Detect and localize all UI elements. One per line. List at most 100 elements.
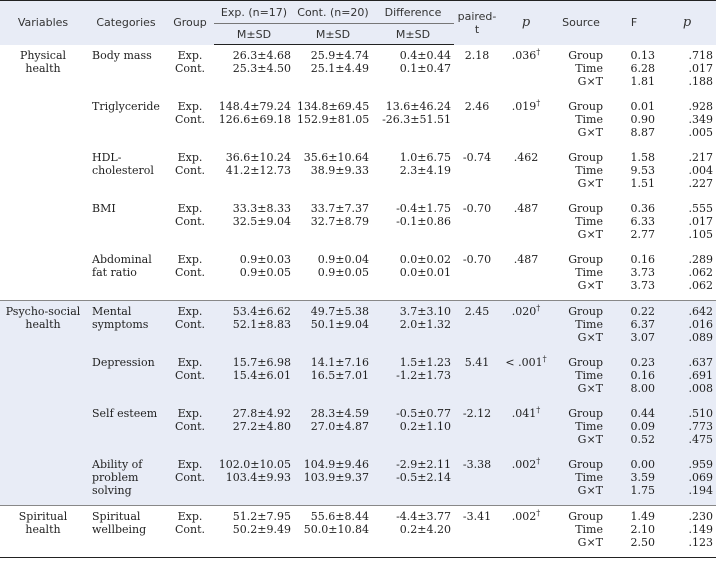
exp-value: 53.4±6.62	[232, 304, 291, 318]
header-cont-msd: M±SD	[294, 23, 372, 45]
variable-text: health	[25, 522, 61, 536]
p2-value: .959	[688, 457, 714, 471]
paired-t-value: -0.70	[462, 252, 492, 266]
exp-cell: 51.2±7.95 50.2±9.49	[214, 505, 294, 558]
f-cell: 1.58 9.53 1.51	[610, 147, 658, 198]
cont-value: 32.7±8.79	[310, 214, 369, 228]
group-label: Cont.	[174, 368, 206, 382]
exp-cell: 0.9±0.03 0.9±0.05	[214, 248, 294, 301]
p2-cell: .928.349.005	[658, 96, 716, 147]
p-value: .041	[511, 406, 537, 420]
group-cell: Exp. Cont.	[166, 505, 214, 558]
f-value: 6.28	[630, 61, 656, 75]
group-label: Cont.	[174, 163, 206, 177]
diff-cell: 1.0±6.75 2.3±4.19	[372, 147, 454, 198]
diff-value: 0.0±0.02	[399, 252, 451, 266]
header-diff-msd: M±SD	[372, 23, 454, 45]
p2-value: .637	[688, 355, 714, 369]
p-cell: .019†	[500, 96, 552, 147]
p2-value: .149	[688, 522, 714, 536]
source-label: Group	[568, 457, 603, 471]
variable-cell	[0, 248, 86, 301]
group-label: Exp.	[177, 252, 203, 266]
significance-dagger: †	[536, 302, 541, 312]
paired-t-cell: 2.46	[454, 96, 500, 147]
source-label: Time	[575, 163, 603, 177]
p2-value: .475	[688, 432, 714, 446]
f-cell: 0.00 3.59 1.75	[610, 453, 658, 506]
f-value: 0.13	[630, 48, 656, 62]
group-label: Cont.	[174, 470, 206, 484]
diff-value: 0.2±4.20	[399, 522, 451, 536]
source-label: G×T	[577, 227, 603, 241]
variable-cell	[0, 453, 86, 506]
p2-value: .349	[688, 112, 714, 126]
category-text: symptoms	[92, 317, 149, 331]
source-label: Group	[568, 252, 603, 266]
diff-value: -0.4±1.75	[396, 201, 451, 215]
p-cell: .041†	[500, 402, 552, 454]
paired-t-cell: -3.38	[454, 453, 500, 506]
exp-cell: 36.6±10.24 41.2±12.73	[214, 147, 294, 198]
header-group: Group	[166, 0, 214, 45]
category-text: BMI	[92, 201, 116, 215]
cont-cell: 104.9±9.46 103.9±9.37	[294, 453, 372, 506]
significance-dagger: †	[536, 404, 541, 414]
source-label: Group	[568, 201, 603, 215]
paired-t-cell: -0.70	[454, 198, 500, 249]
p-cell: .487	[500, 198, 552, 249]
group-cell: Exp. Cont.	[166, 300, 214, 352]
f-value: 0.90	[630, 112, 656, 126]
exp-cell: 26.3±4.68 25.3±4.50	[214, 45, 294, 96]
cont-cell: 49.7±5.38 50.1±9.04	[294, 300, 372, 352]
paired-t-cell: 5.41	[454, 351, 500, 403]
p2-value: .105	[688, 227, 714, 241]
exp-cell: 148.4±79.24 126.6±69.18	[214, 96, 294, 147]
p2-value: .069	[688, 470, 714, 484]
source-cell: Group Time G×T	[552, 147, 610, 198]
cont-value: 50.0±10.84	[303, 522, 369, 536]
paired-t-value: 5.41	[464, 355, 490, 369]
f-value: 3.59	[630, 470, 656, 484]
exp-value: 25.3±4.50	[232, 62, 291, 75]
group-cell: Exp. Cont.	[166, 248, 214, 301]
p2-value: .227	[688, 176, 714, 190]
group-cell: Exp. Cont.	[166, 453, 214, 506]
cont-value: 49.7±5.38	[310, 304, 369, 318]
diff-value: 2.0±1.32	[399, 317, 451, 331]
cont-cell: 0.9±0.04 0.9±0.05	[294, 248, 372, 301]
variable-text: health	[25, 317, 61, 331]
group-cell: Exp. Cont.	[166, 96, 214, 147]
table-row: Abdominal fat ratio Exp. Cont. 0.9±0.03 0.9±0…	[0, 248, 716, 301]
group-cell: Exp. Cont.	[166, 198, 214, 249]
diff-value: 1.0±6.75	[399, 150, 451, 164]
cont-cell: 35.6±10.64 38.9±9.33	[294, 147, 372, 198]
cont-value: 103.9±9.37	[303, 470, 369, 484]
header-p: p	[500, 0, 552, 45]
header-difference: Difference	[372, 0, 454, 24]
exp-value: 32.5±9.04	[232, 214, 291, 228]
f-value: 0.16	[630, 368, 656, 382]
exp-value: 52.1±8.83	[232, 317, 291, 331]
diff-cell: 0.4±0.44 0.1±0.47	[372, 45, 454, 96]
paired-t-value: -0.70	[462, 201, 492, 215]
variable-cell	[0, 96, 86, 147]
f-value: 0.23	[630, 355, 656, 369]
p-cell: < .001†	[500, 351, 552, 403]
group-label: Exp.	[177, 406, 203, 420]
category-text: Depression	[92, 355, 155, 369]
group-label: Cont.	[174, 214, 206, 228]
variable-cell	[0, 402, 86, 454]
f-value: 0.01	[630, 99, 656, 113]
cont-cell: 28.3±4.59 27.0±4.87	[294, 402, 372, 454]
source-label: G×T	[577, 381, 603, 395]
paired-t-cell: -3.41	[454, 505, 500, 558]
f-value: 8.00	[630, 381, 656, 395]
p2-cell: .959.069.194	[658, 453, 716, 506]
f-value: 3.73	[630, 265, 656, 279]
p2-value: .004	[688, 163, 714, 177]
p-value: .487	[513, 201, 539, 215]
f-value: 2.10	[630, 522, 656, 536]
p2-cell: .217.004.227	[658, 147, 716, 198]
f-value: 6.33	[630, 214, 656, 228]
